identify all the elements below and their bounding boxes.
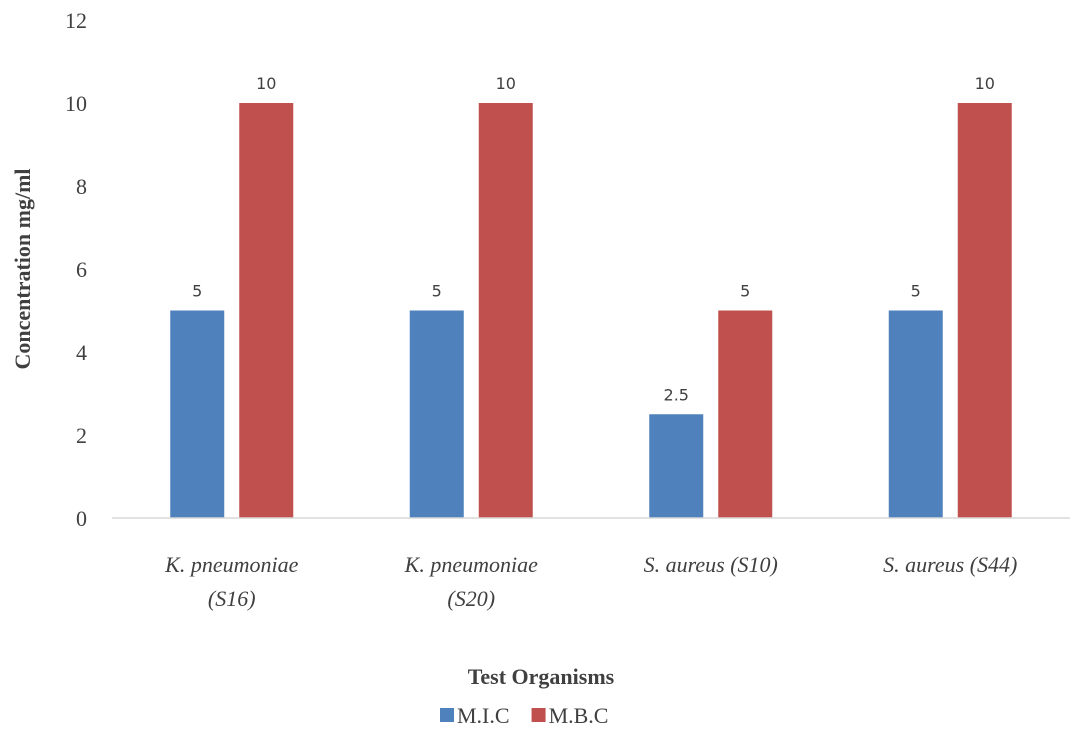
data-labels: 5 10 5 10 2.5 5 5 10: [192, 74, 995, 404]
bar-mic: [409, 310, 464, 518]
legend-swatch: [440, 708, 454, 722]
data-label: 5: [911, 282, 921, 301]
x-category-label: S. aureus (S10): [644, 552, 778, 577]
bar-mic: [649, 414, 704, 518]
data-label: 5: [740, 282, 750, 301]
bar-mic: [170, 310, 225, 518]
y-tick-label: 4: [76, 340, 87, 365]
y-axis-ticks: 0 2 4 6 8 10 12: [65, 8, 87, 531]
bar-mbc: [957, 103, 1012, 518]
y-axis-title: Concentration mg/ml: [10, 168, 35, 369]
bars: [170, 103, 1012, 518]
data-label: 10: [256, 74, 276, 93]
legend-swatch: [531, 708, 546, 722]
y-tick-label: 10: [65, 91, 87, 116]
data-label: 5: [432, 282, 442, 301]
x-category-label: S. aureus (S44): [883, 552, 1017, 577]
x-axis-categories: K. pneumoniae (S16) K. pneumoniae (S20) S. a…: [164, 552, 1017, 611]
x-category-label: K. pneumoniae (S20): [404, 552, 538, 611]
y-tick-label: 6: [76, 257, 87, 282]
x-category-label: K. pneumoniae (S16): [164, 552, 298, 611]
bar-mbc: [718, 310, 773, 518]
y-tick-label: 2: [76, 423, 87, 448]
legend-label: M.B.C: [549, 703, 609, 728]
data-label: 5: [192, 282, 202, 301]
data-label: 10: [496, 74, 516, 93]
y-tick-label: 8: [76, 174, 87, 199]
bar-mbc: [239, 103, 294, 518]
y-tick-label: 12: [65, 8, 87, 33]
legend-label: M.I.C: [457, 703, 510, 728]
legend: M.I.C M.B.C: [440, 703, 608, 728]
bar-mbc: [478, 103, 533, 518]
data-label: 2.5: [664, 385, 689, 404]
y-tick-label: 0: [76, 506, 87, 531]
bar-mic: [888, 310, 943, 518]
x-axis-title: Test Organisms: [468, 664, 615, 689]
data-label: 10: [975, 74, 995, 93]
